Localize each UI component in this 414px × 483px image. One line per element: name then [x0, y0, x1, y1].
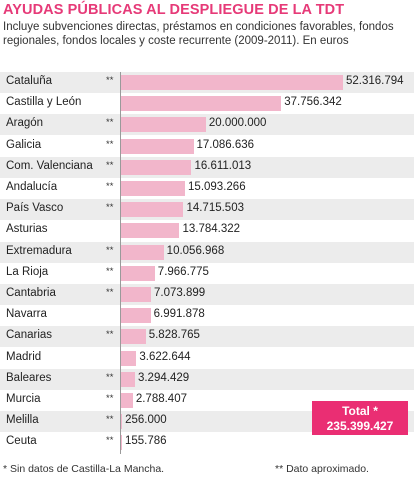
category-label: Murcia: [6, 393, 41, 405]
category-label: Cataluña: [6, 75, 53, 87]
approx-note: **: [106, 371, 114, 383]
category-label: Navarra: [6, 308, 47, 321]
value-label: 3.622.644: [139, 350, 191, 363]
bar: [121, 329, 146, 345]
bar: [121, 117, 206, 133]
value-label: 7.073.899: [154, 287, 206, 299]
bar: [121, 435, 122, 451]
category-label: Baleares: [6, 371, 52, 384]
category-label: País Vasco: [6, 202, 64, 215]
footnotes: * Sin datos de Castilla-La Mancha. ** Da…: [3, 463, 413, 475]
value-label: 5.828.765: [148, 329, 200, 342]
bar: [121, 244, 164, 260]
footnote-approx: ** Dato aproximado.: [275, 463, 369, 475]
value-label: 15.093.266: [188, 181, 246, 193]
value-label: 13.784.322: [182, 223, 241, 236]
category-label: Com. Valenciana: [6, 159, 93, 172]
approx-note: **: [106, 265, 114, 277]
approx-note: **: [106, 202, 114, 214]
category-label: La Rioja: [6, 265, 49, 278]
value-label: 14.715.503: [186, 202, 244, 215]
bar: [121, 371, 135, 387]
axis-line: [120, 72, 121, 454]
category-label: Madrid: [6, 350, 42, 363]
category-label: Extremadura: [6, 244, 72, 257]
approx-note: **: [106, 287, 114, 298]
chart-row: Andalucía ** 15.093.266: [0, 178, 414, 199]
approx-note: **: [106, 75, 114, 86]
chart-row: Melilla ** 256.000: [0, 411, 414, 433]
bar: [121, 265, 155, 281]
bar: [121, 159, 192, 175]
value-label: 16.611.013: [194, 159, 252, 172]
bar: [121, 75, 343, 90]
approx-note: **: [106, 329, 114, 341]
bar: [121, 181, 186, 196]
chart-row: La Rioja ** 7.966.775: [0, 263, 414, 284]
chart-row: Baleares ** 3.294.429: [0, 368, 414, 390]
value-label: 7.966.775: [157, 265, 209, 278]
bar: [121, 138, 194, 154]
value-label: 3.294.429: [137, 371, 190, 384]
category-label: Galicia: [6, 138, 42, 151]
category-label: Castilla y León: [6, 96, 82, 109]
chart-row: Cataluña ** 52.316.794: [0, 72, 414, 93]
value-label: 20.000.000: [208, 117, 267, 130]
category-label: Canarias: [6, 329, 53, 342]
category-label: Asturias: [6, 223, 48, 236]
value-label: 6.991.878: [153, 308, 205, 321]
category-label: Ceuta: [6, 435, 37, 448]
chart-row: Murcia ** 2.788.407: [0, 390, 414, 411]
chart-row: Castilla y León 37.756.342: [0, 93, 414, 114]
chart-row: Ceuta ** 155.786: [0, 432, 414, 453]
category-label: Cantabria: [6, 287, 56, 299]
chart-row: Asturias 13.784.322: [0, 220, 414, 241]
approx-note: **: [106, 117, 114, 129]
approx-note: **: [106, 393, 114, 404]
value-label: 2.788.407: [135, 393, 187, 405]
chart-row: Com. Valenciana ** 16.611.013: [0, 156, 414, 178]
bar: [121, 96, 282, 112]
bar: [121, 414, 123, 430]
approx-note: **: [106, 435, 114, 447]
category-label: Melilla: [6, 414, 39, 427]
bar: [121, 202, 184, 218]
chart-row: País Vasco ** 14.715.503: [0, 199, 414, 221]
total-box: Total * 235.399.427: [312, 401, 408, 435]
value-label: 10.056.968: [166, 244, 225, 257]
approx-note: **: [106, 159, 114, 171]
chart-row: Extremadura ** 10.056.968: [0, 241, 414, 263]
chart-title: AYUDAS PÚBLICAS AL DESPLIEGUE DE LA TDT: [3, 2, 345, 18]
category-label: Aragón: [6, 117, 44, 130]
bar: [121, 223, 180, 239]
chart-row: Cantabria ** 7.073.899: [0, 284, 414, 305]
approx-note: **: [106, 244, 114, 256]
value-label: 37.756.342: [284, 96, 342, 109]
bar-chart: Cataluña ** 52.316.794 Castilla y León 37.75…: [0, 72, 414, 454]
chart-row: Galicia ** 17.086.636: [0, 136, 414, 157]
approx-note: **: [106, 414, 114, 426]
approx-note: **: [106, 181, 114, 192]
value-label: 17.086.636: [196, 138, 255, 151]
chart-row: Navarra 6.991.878: [0, 305, 414, 326]
chart-row: Canarias ** 5.828.765: [0, 326, 414, 348]
bar: [121, 287, 152, 302]
footnote-no-data: * Sin datos de Castilla-La Mancha.: [3, 463, 165, 475]
total-value: 235.399.427: [326, 419, 394, 433]
bar: [121, 308, 151, 324]
bar: [121, 393, 133, 408]
chart-subtitle: Incluye subvenciones directas, préstamos…: [3, 21, 394, 47]
value-label: 155.786: [125, 435, 167, 448]
approx-note: **: [106, 138, 114, 150]
chart-row: Madrid 3.622.644: [0, 348, 414, 369]
bar: [121, 350, 137, 366]
value-label: 52.316.794: [346, 75, 404, 87]
category-label: Andalucía: [6, 181, 58, 193]
chart-row: Aragón ** 20.000.000: [0, 114, 414, 136]
value-label: 256.000: [125, 414, 167, 427]
total-label: Total *: [342, 404, 378, 418]
